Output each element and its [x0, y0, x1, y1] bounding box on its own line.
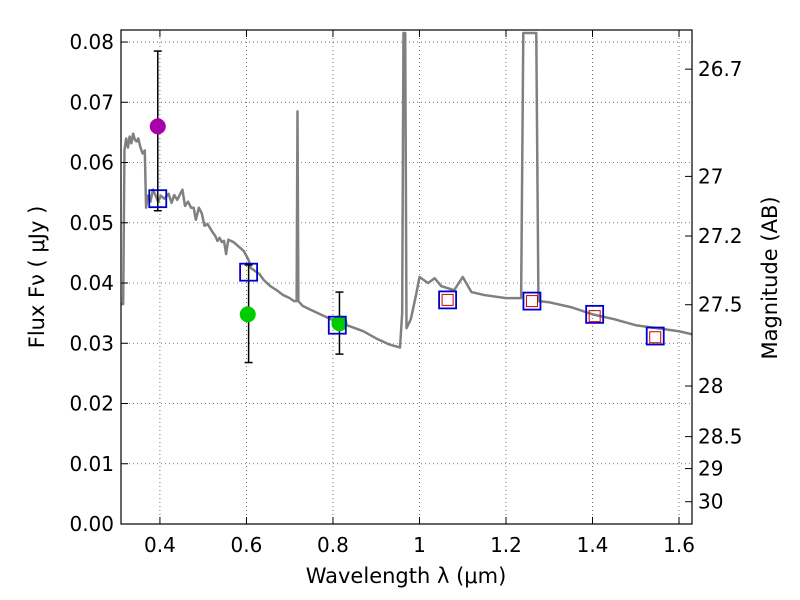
y-tick-label: 0.07	[69, 90, 114, 114]
nir-filter-square	[588, 310, 601, 323]
y-axis-label: Flux Fν ( μJy )	[25, 206, 49, 349]
model-spectrum-line	[121, 31, 692, 349]
y2-tick-label: 28.5	[698, 425, 743, 449]
x-tick-label: 0.6	[231, 533, 263, 557]
x-axis-label: Wavelength λ (μm)	[306, 564, 507, 588]
model-flux-square	[239, 262, 259, 282]
nir-filter-square	[525, 295, 538, 308]
model-flux-square	[585, 304, 605, 324]
plot-area	[121, 31, 692, 364]
y-tick-label: 0.08	[69, 30, 114, 54]
model-flux-square	[522, 291, 542, 311]
x-tick-label: 1.6	[663, 533, 695, 557]
x-tick-label: 1.2	[490, 533, 522, 557]
y-tick-label: 0.05	[69, 211, 114, 235]
y-tick-label: 0.00	[69, 512, 114, 536]
y2-tick-label: 27.2	[698, 224, 743, 248]
photometry-point	[149, 118, 166, 135]
y-tick-label: 0.04	[69, 271, 114, 295]
model-flux-square	[438, 290, 457, 310]
y-tick-label: 0.06	[69, 151, 114, 175]
x-tick-label: 1	[413, 533, 426, 557]
model-flux-square	[148, 189, 168, 209]
y2-tick-label: 27.5	[698, 293, 743, 317]
x-axis: 0.4 0.6 0.8 1 1.2 1.4 1.6	[144, 30, 695, 557]
plot-frame	[120, 29, 693, 525]
nir-filter-square	[441, 293, 454, 306]
plot-content	[121, 31, 692, 364]
x-tick-label: 0.8	[317, 533, 349, 557]
photometry-point	[239, 306, 256, 323]
y-axis: 0.00 0.01 0.02 0.03 0.04 0.05 0.06 0.07 0.08	[69, 30, 128, 536]
y2-tick-label: 30	[698, 490, 723, 514]
x-tick-label: 1.4	[577, 533, 609, 557]
y2-tick-label: 27	[698, 164, 723, 188]
y2-tick-label: 26.7	[698, 57, 743, 81]
y-tick-label: 0.03	[69, 331, 114, 355]
y-tick-label: 0.02	[69, 392, 114, 416]
model-flux-square	[645, 326, 665, 346]
y2-tick-label: 29	[698, 457, 723, 481]
x-tick-label: 0.4	[144, 533, 176, 557]
y2-axis: 26.7 27 27.2 27.5 28 28.5 29 30	[685, 57, 743, 514]
nir-filter-square	[649, 331, 662, 344]
y2-axis-label: Magnitude (AB)	[758, 196, 782, 359]
y-tick-label: 0.01	[69, 452, 114, 476]
photometry-point	[331, 315, 348, 332]
y2-tick-label: 28	[698, 374, 723, 398]
model-flux-square	[327, 315, 347, 335]
